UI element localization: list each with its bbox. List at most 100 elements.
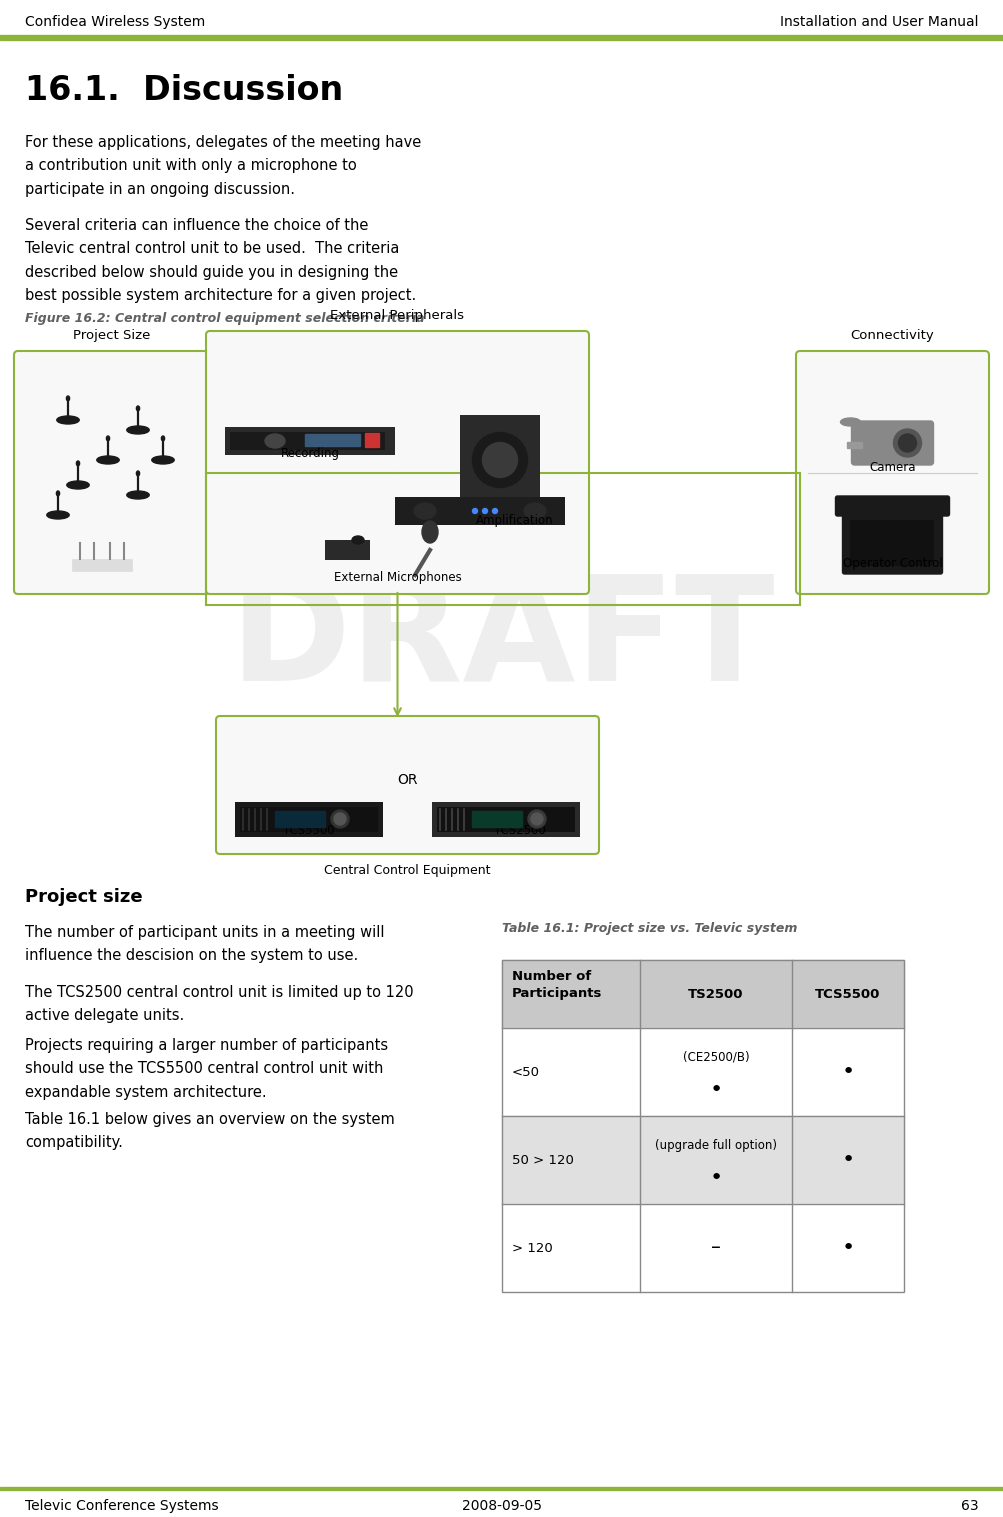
Text: DRAFT: DRAFT: [229, 569, 774, 710]
Text: Table 16.1: Project size vs. Televic system: Table 16.1: Project size vs. Televic sys…: [502, 922, 796, 934]
Text: For these applications, delegates of the meeting have
a contribution unit with o: For these applications, delegates of the…: [25, 135, 421, 197]
Ellipse shape: [96, 457, 119, 464]
Ellipse shape: [331, 810, 349, 828]
Bar: [436, 807, 575, 831]
Text: Project Size: Project Size: [73, 329, 150, 341]
Text: •: •: [841, 1062, 854, 1082]
Text: •: •: [841, 1238, 854, 1258]
Text: Operator Control: Operator Control: [842, 557, 942, 569]
Bar: [72, 558, 131, 570]
Text: Projects requiring a larger number of participants
should use the TCS5500 centra: Projects requiring a larger number of pa…: [25, 1038, 388, 1100]
Ellipse shape: [898, 434, 916, 452]
Bar: [305, 434, 360, 446]
Text: (CE2500/B): (CE2500/B): [682, 1050, 748, 1063]
Ellipse shape: [76, 461, 79, 466]
Text: –: –: [710, 1238, 720, 1258]
Text: Figure 16.2: Central control equipment selection criteria: Figure 16.2: Central control equipment s…: [25, 313, 424, 325]
Text: TCS5500: TCS5500: [283, 824, 334, 836]
Ellipse shape: [531, 813, 543, 825]
Ellipse shape: [66, 396, 69, 400]
Ellipse shape: [528, 810, 546, 828]
Ellipse shape: [161, 435, 164, 441]
Text: Number of
Participants: Number of Participants: [512, 969, 602, 1000]
FancyBboxPatch shape: [834, 496, 949, 516]
Ellipse shape: [57, 416, 79, 423]
Bar: [431, 802, 580, 837]
Text: 63: 63: [961, 1499, 978, 1512]
Text: TCS2500: TCS2500: [493, 824, 546, 836]
Text: Installation and User Manual: Installation and User Manual: [779, 15, 978, 29]
Text: > 120: > 120: [512, 1241, 553, 1255]
Ellipse shape: [136, 407, 139, 411]
Bar: [502, 1204, 903, 1292]
Text: Camera: Camera: [869, 461, 915, 473]
Bar: [847, 441, 862, 448]
Bar: [0, 1487, 1003, 1490]
Ellipse shape: [840, 419, 860, 426]
Bar: [365, 432, 378, 448]
Ellipse shape: [106, 435, 109, 441]
Text: The number of participant units in a meeting will
influence the descision on the: The number of participant units in a mee…: [25, 925, 384, 963]
Text: TS2500: TS2500: [688, 988, 743, 1001]
Text: External Peripherals: External Peripherals: [330, 308, 464, 322]
Bar: [225, 426, 394, 455]
Bar: [325, 540, 370, 560]
Text: Project size: Project size: [25, 887, 142, 906]
Text: OR: OR: [397, 774, 417, 787]
Text: 50 > 120: 50 > 120: [512, 1153, 574, 1167]
Ellipse shape: [136, 470, 139, 476]
Bar: [0, 35, 1003, 39]
Ellipse shape: [352, 536, 364, 545]
Ellipse shape: [482, 443, 517, 478]
Ellipse shape: [472, 508, 477, 513]
Bar: [502, 960, 903, 1292]
Bar: [471, 812, 522, 827]
Ellipse shape: [56, 492, 59, 496]
FancyBboxPatch shape: [851, 422, 933, 466]
Bar: [230, 432, 384, 451]
FancyBboxPatch shape: [206, 331, 589, 595]
Bar: [240, 807, 377, 831]
Text: Confidea Wireless System: Confidea Wireless System: [25, 15, 205, 29]
Bar: [275, 812, 325, 827]
Ellipse shape: [265, 434, 285, 448]
Bar: [502, 960, 903, 1029]
Text: Televic Conference Systems: Televic Conference Systems: [25, 1499, 219, 1512]
Text: Amplification: Amplification: [475, 513, 554, 526]
Text: Recording: Recording: [280, 446, 339, 460]
Ellipse shape: [126, 492, 149, 499]
Ellipse shape: [421, 520, 437, 543]
Ellipse shape: [413, 504, 435, 519]
Ellipse shape: [151, 457, 175, 464]
Text: (upgrade full option): (upgrade full option): [654, 1138, 776, 1151]
Text: Several criteria can influence the choice of the
Televic central control unit to: Several criteria can influence the choic…: [25, 218, 416, 303]
Ellipse shape: [492, 508, 497, 513]
Bar: [850, 520, 934, 566]
Text: <50: <50: [512, 1065, 540, 1079]
Bar: [235, 802, 382, 837]
Ellipse shape: [47, 511, 69, 519]
Text: •: •: [709, 1080, 722, 1100]
Ellipse shape: [472, 432, 527, 487]
FancyBboxPatch shape: [795, 350, 988, 595]
Bar: [502, 1029, 903, 1117]
Ellipse shape: [893, 429, 921, 457]
Ellipse shape: [67, 481, 89, 488]
Bar: [459, 416, 540, 505]
FancyBboxPatch shape: [216, 716, 599, 854]
Text: 2008-09-05: 2008-09-05: [461, 1499, 542, 1512]
Ellipse shape: [524, 504, 546, 519]
Text: •: •: [709, 1168, 722, 1188]
Text: •: •: [841, 1150, 854, 1170]
Text: Central Control Equipment: Central Control Equipment: [324, 863, 490, 877]
Ellipse shape: [334, 813, 346, 825]
Bar: [394, 498, 565, 525]
Ellipse shape: [126, 426, 149, 434]
FancyBboxPatch shape: [842, 513, 942, 573]
Text: TCS5500: TCS5500: [814, 988, 880, 1001]
Text: The TCS2500 central control unit is limited up to 120
active delegate units.: The TCS2500 central control unit is limi…: [25, 985, 413, 1024]
FancyBboxPatch shape: [14, 350, 210, 595]
Bar: [502, 1117, 903, 1204]
Text: Table 16.1 below gives an overview on the system
compatibility.: Table 16.1 below gives an overview on th…: [25, 1112, 394, 1150]
Ellipse shape: [482, 508, 487, 513]
